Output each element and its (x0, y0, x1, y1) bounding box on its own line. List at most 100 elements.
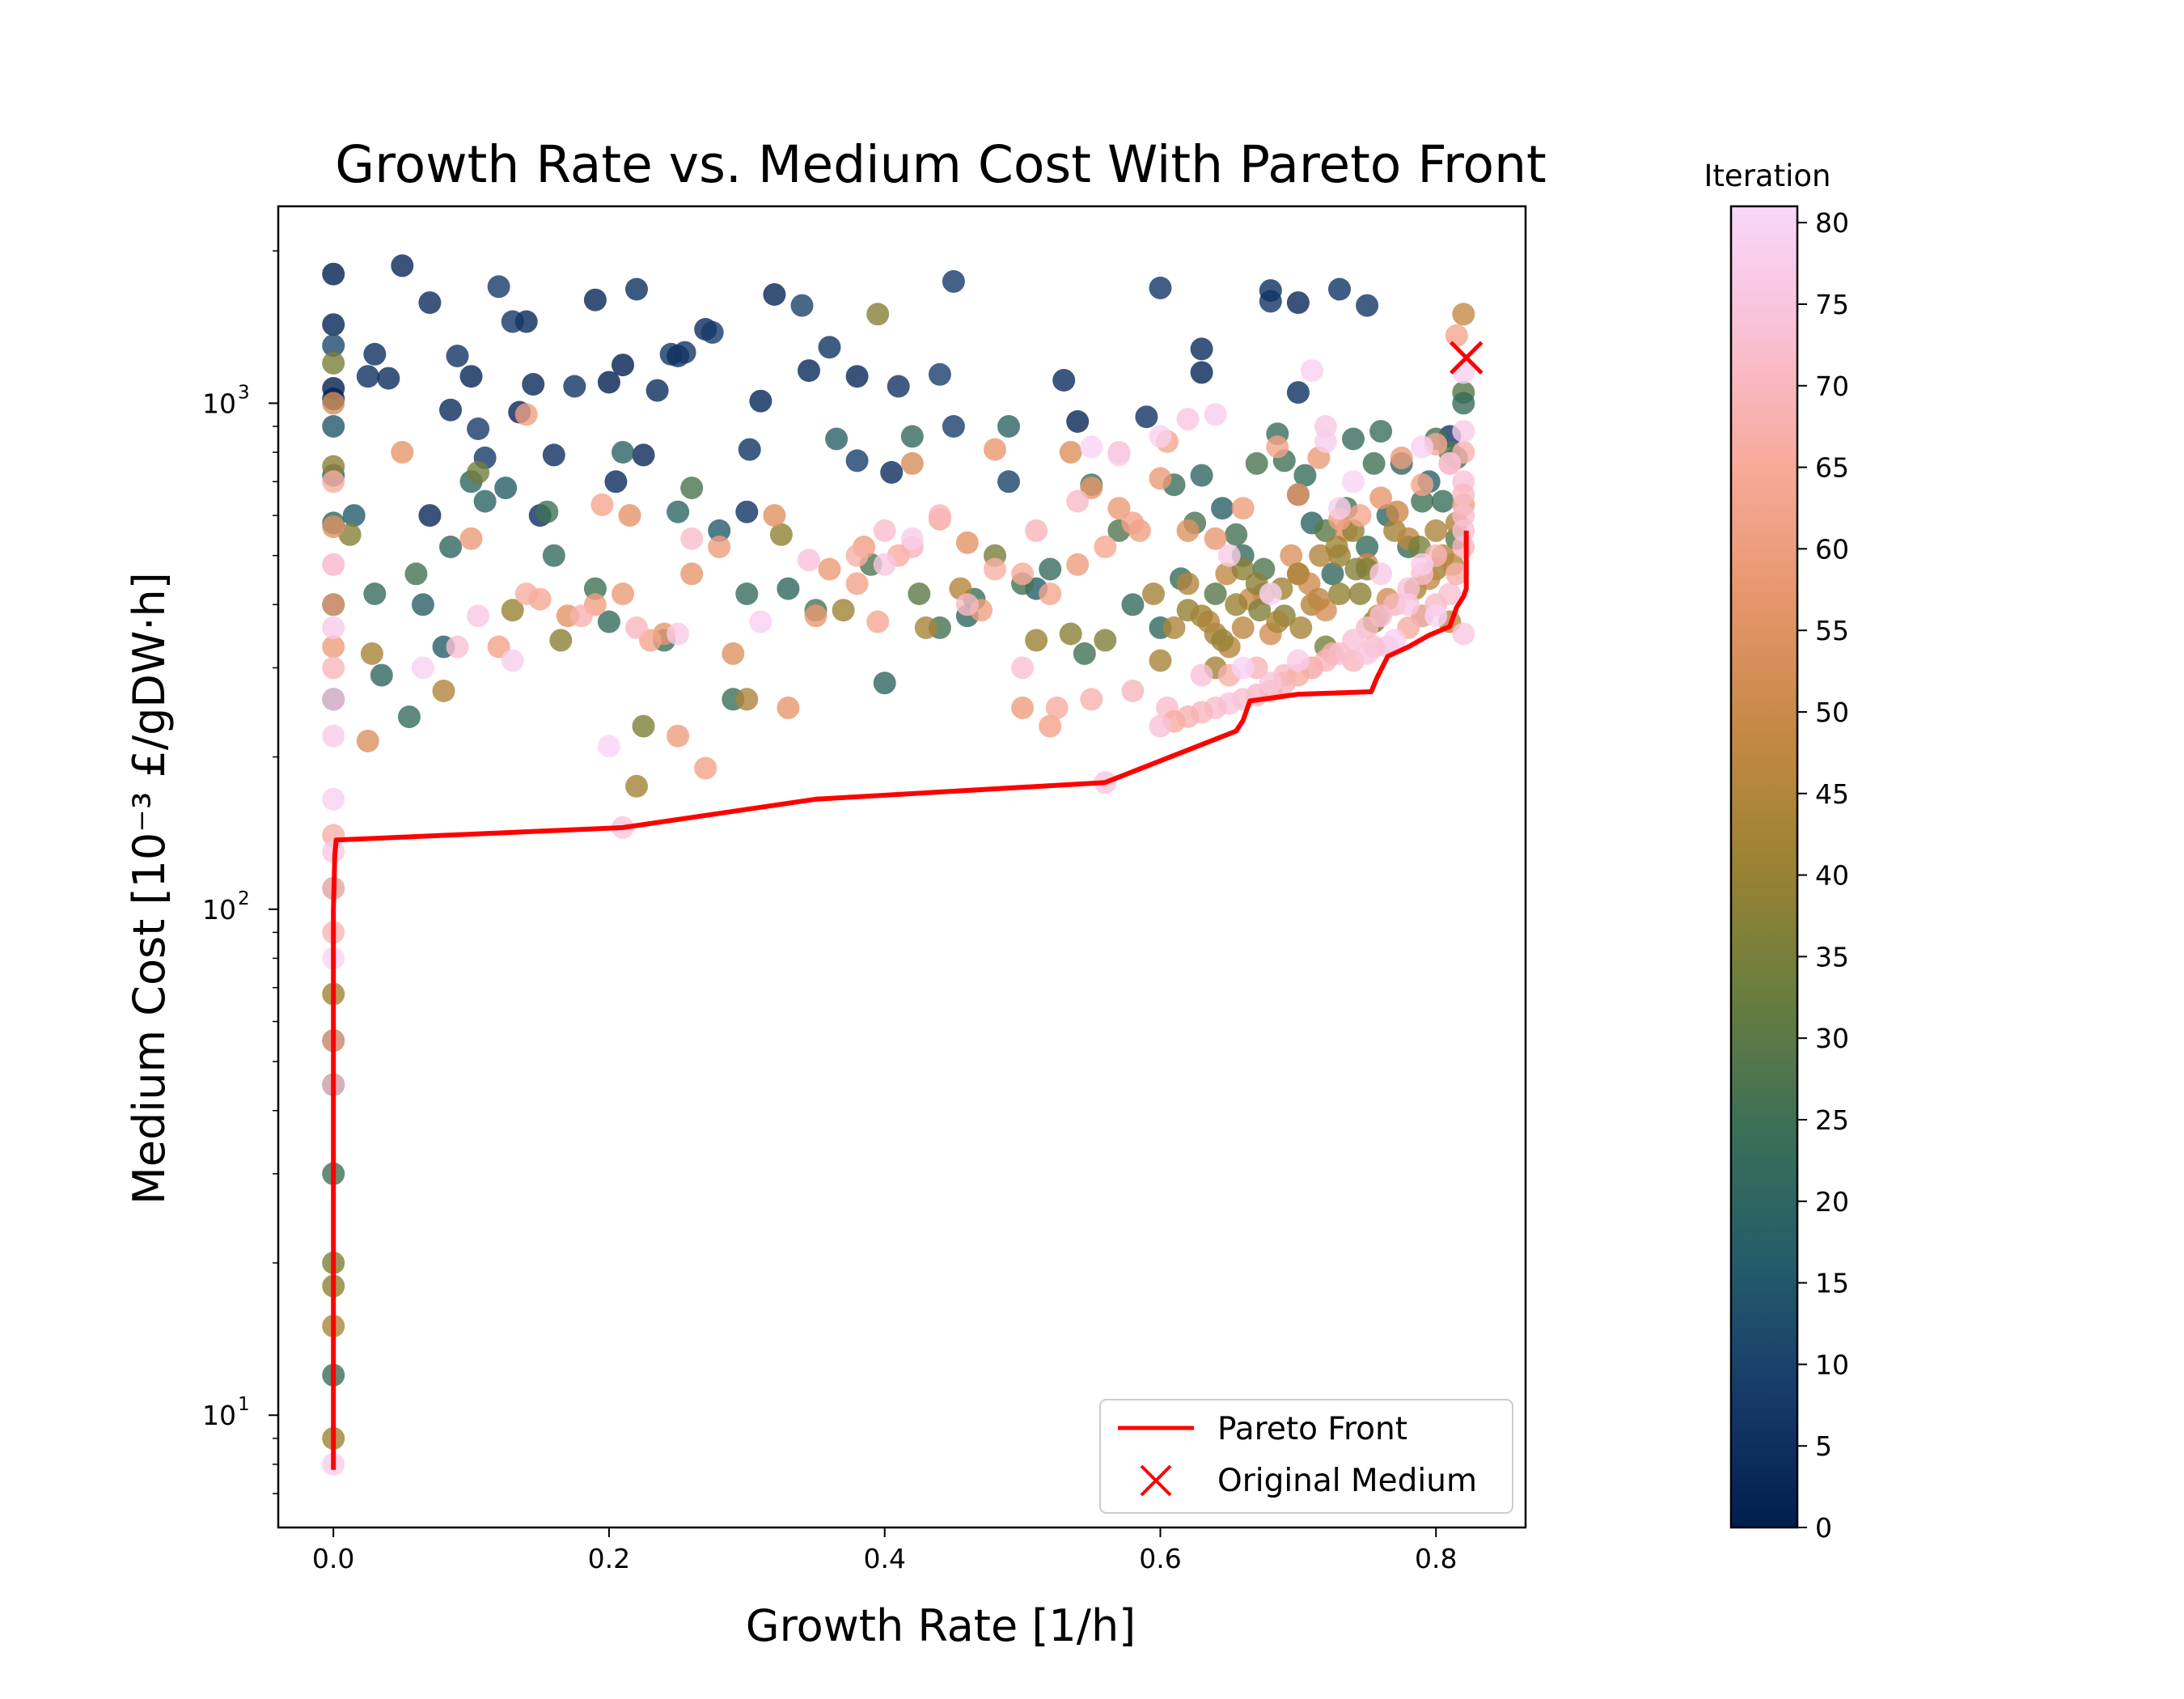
data-point (763, 504, 786, 527)
data-point (1356, 642, 1379, 665)
legend-box (1099, 1399, 1513, 1514)
data-point (404, 562, 428, 586)
data-point (322, 415, 345, 438)
data-point (1225, 523, 1248, 546)
data-point (1039, 714, 1062, 738)
data-point (1059, 441, 1082, 464)
data-point (487, 635, 510, 659)
data-point (1438, 583, 1462, 605)
data-point (873, 519, 896, 542)
data-point (1342, 470, 1365, 494)
data-point (1445, 562, 1468, 586)
data-point (1011, 656, 1035, 680)
data-point (535, 500, 559, 523)
legend-original-label: Original Medium (1217, 1463, 1477, 1499)
data-point (1052, 369, 1076, 392)
y-tick-exponent: 1 (238, 1394, 250, 1415)
data-point (873, 672, 896, 695)
data-point (563, 375, 586, 398)
data-point (1149, 276, 1172, 299)
data-point (1094, 629, 1117, 652)
data-point (1411, 489, 1434, 513)
data-point (1286, 483, 1310, 506)
data-point (900, 451, 924, 475)
data-point (1248, 599, 1272, 622)
data-point (322, 515, 345, 539)
data-point (583, 577, 607, 600)
data-point (1325, 536, 1348, 558)
data-point (1293, 464, 1317, 487)
data-point (612, 583, 634, 605)
data-point (1149, 467, 1172, 490)
data-point (845, 365, 869, 388)
data-point (360, 642, 383, 665)
data-point (1369, 486, 1393, 510)
data-point (391, 254, 414, 278)
data-point (1259, 583, 1282, 605)
data-point (446, 345, 469, 367)
data-point (467, 417, 490, 440)
data-point (514, 403, 538, 426)
data-point (845, 544, 869, 567)
data-point (597, 610, 620, 633)
data-point (501, 599, 524, 622)
data-point (542, 544, 565, 567)
data-point (880, 460, 904, 484)
data-point (1121, 680, 1145, 702)
plot-frame (277, 205, 1527, 1529)
y-tick-label: 10 (202, 388, 236, 419)
colorbar-tick-label: 5 (1815, 1430, 1832, 1462)
data-point (1025, 519, 1048, 542)
data-point (769, 523, 793, 546)
x-tick-label: 0.6 (1139, 1543, 1181, 1574)
data-point (845, 449, 869, 472)
data-point (1307, 587, 1331, 611)
data-point (439, 536, 462, 558)
data-point (955, 531, 979, 554)
data-point (1045, 696, 1069, 719)
data-point (1286, 291, 1310, 315)
data-point (1411, 435, 1434, 459)
data-point (818, 336, 841, 359)
colorbar-tick-label: 40 (1815, 860, 1849, 892)
data-point (722, 642, 745, 665)
data-point (569, 604, 593, 628)
pareto-front-line (331, 530, 1469, 1470)
data-point (887, 375, 910, 398)
data-point (738, 438, 761, 461)
data-point (1424, 604, 1448, 628)
data-point (1039, 557, 1062, 581)
colorbar-tick-label: 70 (1815, 371, 1849, 402)
data-point (411, 593, 434, 616)
data-point (432, 680, 455, 702)
data-point (625, 774, 648, 798)
data-point (667, 500, 690, 523)
data-point (632, 443, 655, 467)
colorbar-tick-label: 75 (1815, 289, 1849, 320)
data-point (1452, 519, 1475, 542)
data-point (1107, 497, 1131, 520)
data-point (439, 398, 462, 422)
data-point (908, 583, 931, 605)
data-point (487, 275, 510, 299)
x-tick-label: 0.0 (312, 1543, 354, 1574)
chart-title: Growth Rate vs. Medium Cost With Pareto … (335, 135, 1546, 194)
data-point (1314, 430, 1337, 453)
colorbar-tick-label: 50 (1815, 697, 1849, 728)
x-tick-label: 0.8 (1415, 1543, 1457, 1574)
data-point (1190, 663, 1213, 687)
data-point (459, 527, 483, 550)
data-point (549, 629, 573, 652)
data-point (1245, 451, 1268, 475)
data-point (1362, 451, 1386, 475)
y-tick-exponent: 3 (238, 382, 250, 403)
data-point (1452, 536, 1475, 558)
data-point (804, 604, 827, 628)
data-point (749, 610, 772, 633)
data-point (1286, 649, 1310, 672)
data-point (1280, 544, 1303, 567)
data-point (984, 438, 1006, 461)
colorbar-tick-label: 65 (1815, 452, 1849, 484)
data-point (1039, 583, 1062, 605)
data-point (700, 320, 724, 344)
